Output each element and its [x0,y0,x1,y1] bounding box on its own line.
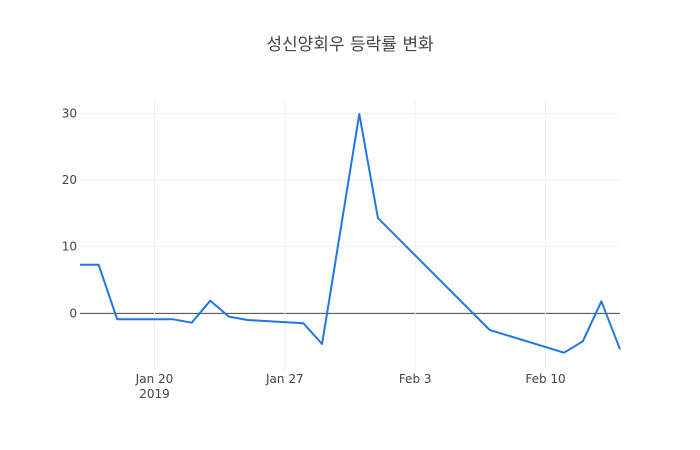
series-layer [80,113,621,354]
x-tick-label: Feb 3 [399,372,432,386]
chart-title: 성신양회우 등락률 변화 [266,35,434,55]
series-line [80,113,621,354]
y-tick-label: 10 [62,240,77,254]
y-tick-label: 0 [69,306,77,320]
x-tick-label: Feb 10 [525,372,565,386]
gridlines [80,100,620,370]
y-tick-label: 20 [62,173,77,187]
x-tick-label: Jan 27 [265,372,304,386]
x-tick-sublabel: 2019 [139,387,170,401]
y-tick-label: 30 [62,106,77,120]
x-tick-label: Jan 20 [135,372,174,386]
